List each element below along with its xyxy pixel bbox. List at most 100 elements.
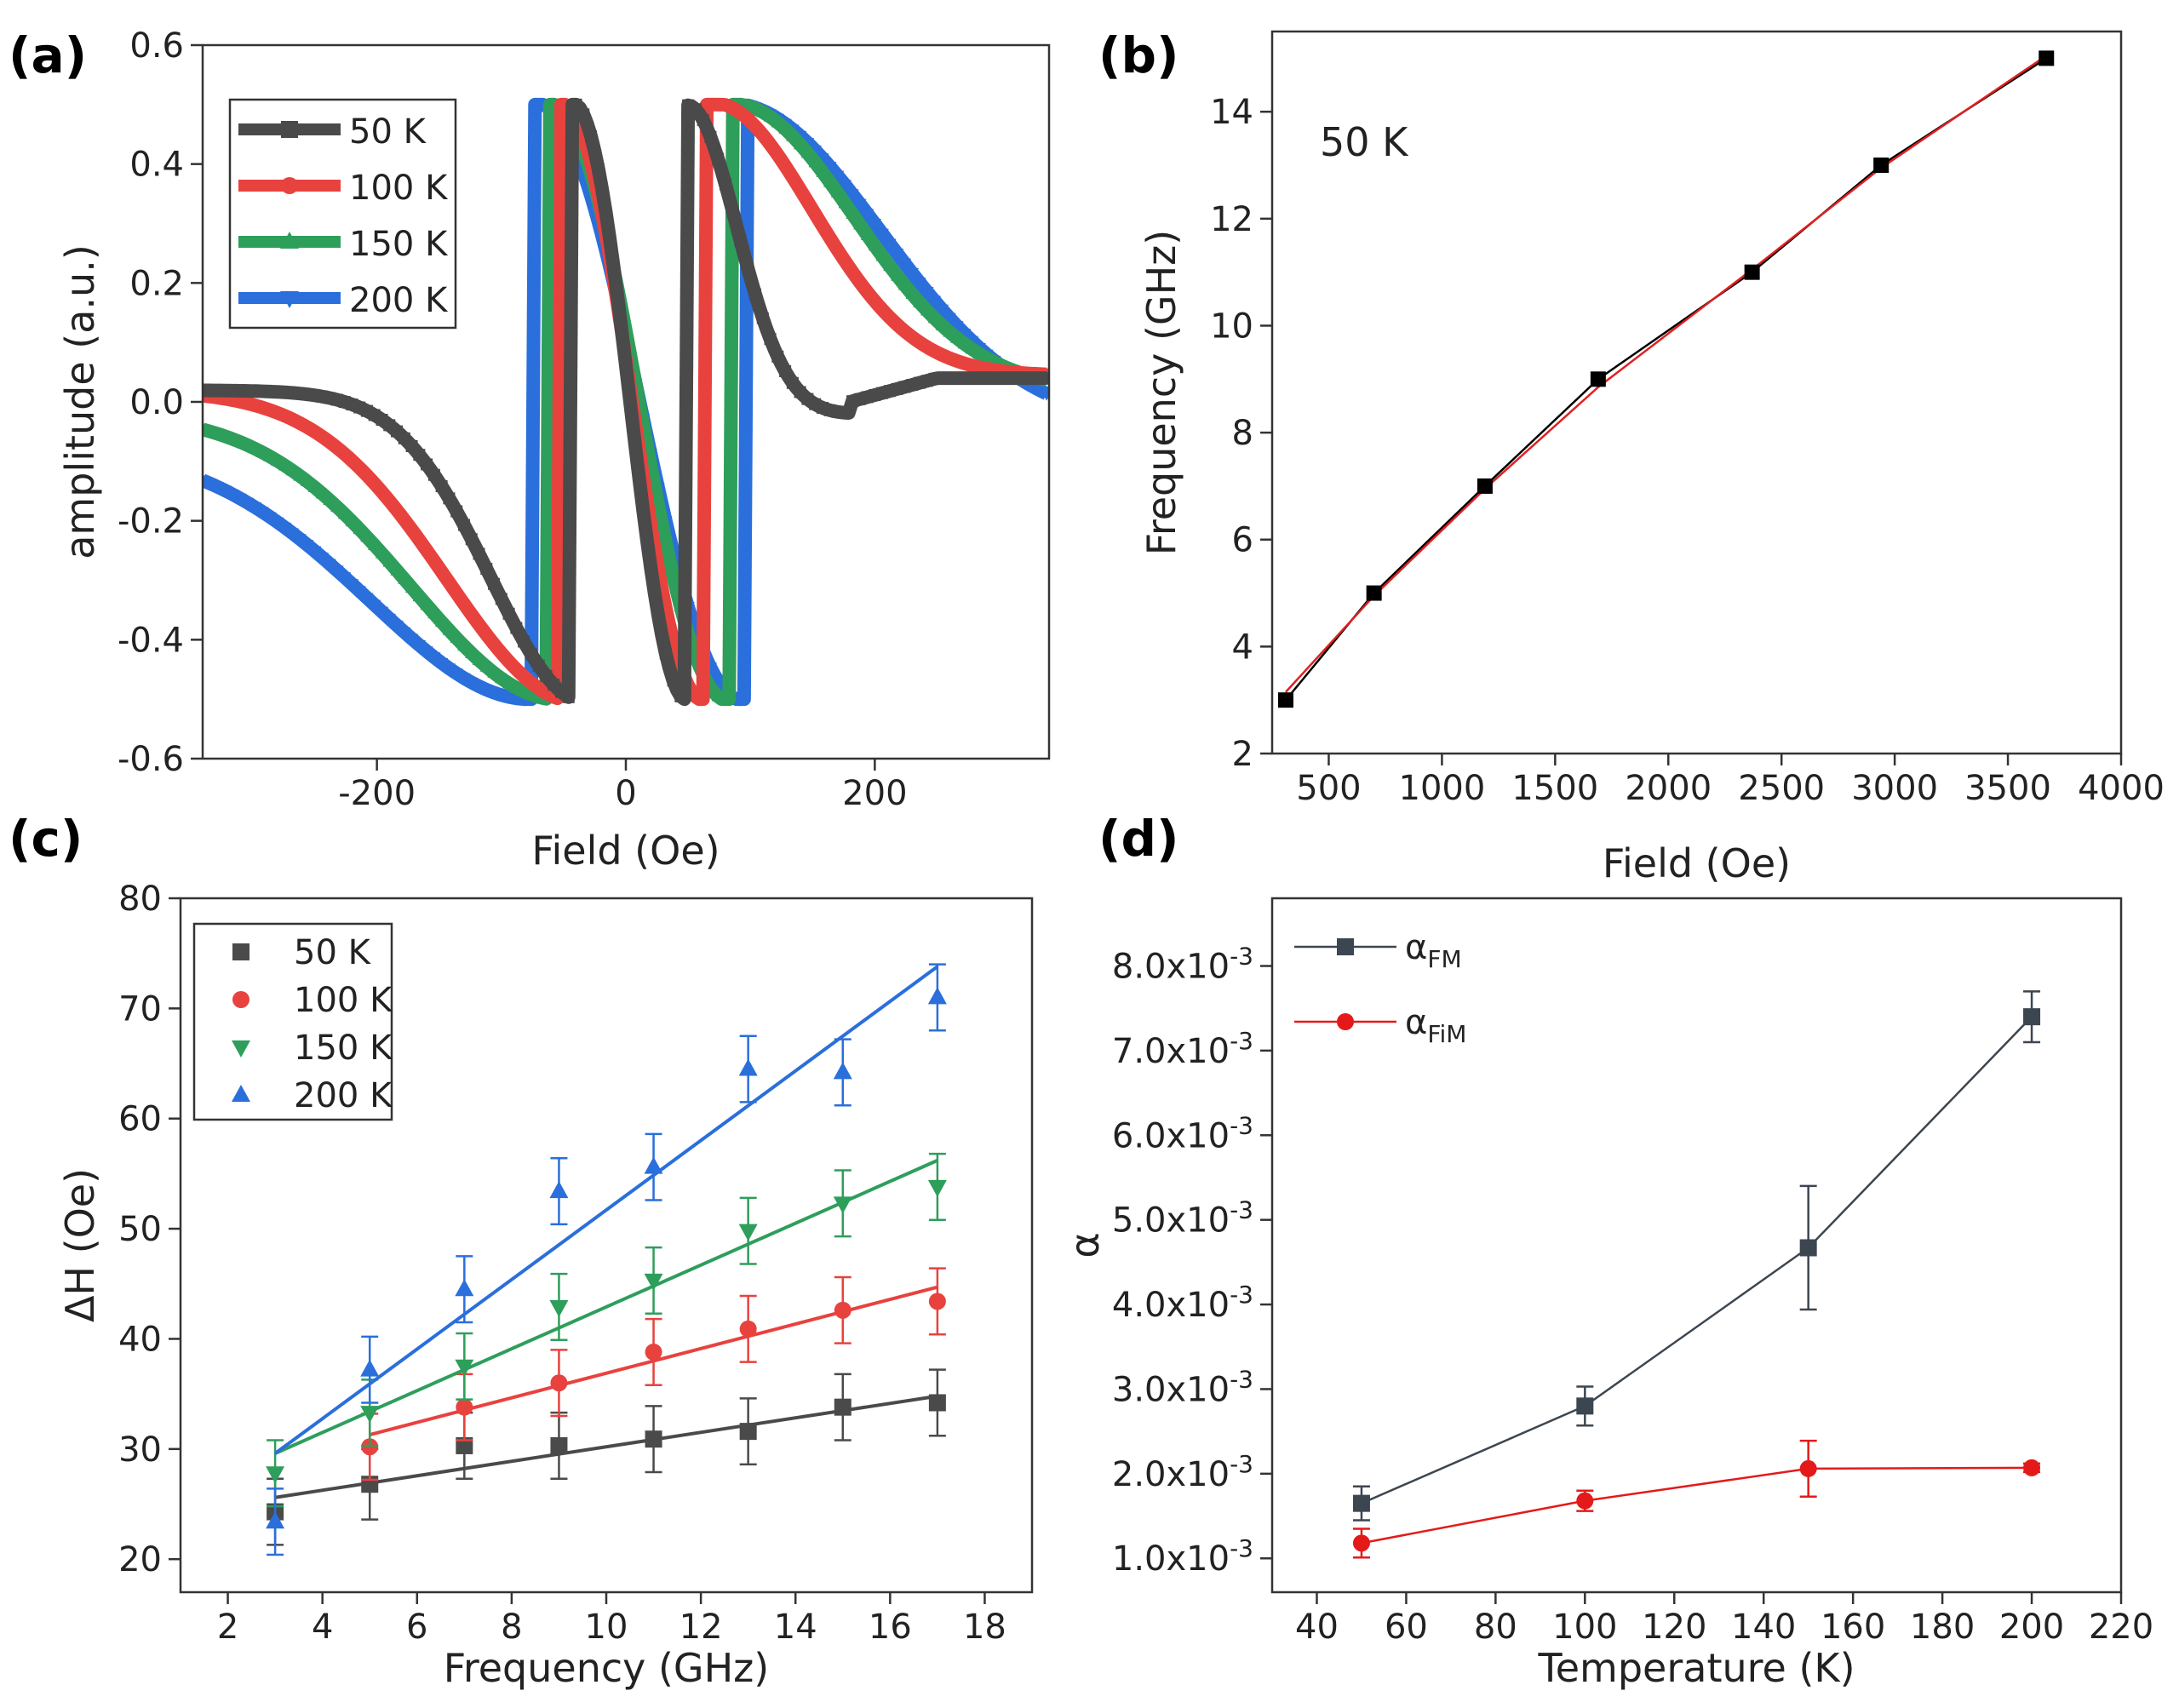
data-point-c (738, 1058, 758, 1076)
data-point-a (913, 295, 926, 308)
data-point-a (629, 444, 642, 457)
data-point-a (943, 312, 956, 325)
data-point-a (756, 312, 769, 324)
data-point-a (808, 155, 822, 168)
data-point-a (226, 432, 239, 444)
data-point-a (927, 295, 942, 308)
data-point-a (615, 318, 628, 330)
data-point-d (1352, 1534, 1370, 1552)
x-axis-label-c: Frequency (GHz) (444, 1645, 770, 1691)
y-tick-label-d: 5.0x10-3 (1112, 1196, 1253, 1241)
data-point-a (383, 495, 396, 507)
data-point-a (890, 268, 904, 281)
x-tick-label-c: 6 (406, 1608, 427, 1647)
data-point-a (353, 461, 366, 474)
legend-box-a (228, 98, 457, 330)
data-point-a (204, 479, 217, 491)
x-axis-label-a: Field (Oe) (531, 828, 720, 874)
data-point-a (427, 606, 441, 619)
data-point-a (860, 227, 874, 240)
data-point-a (816, 153, 829, 166)
data-point-b (1744, 264, 1760, 280)
data-point-a (570, 98, 582, 111)
data-point-a (510, 663, 523, 676)
y-tick-label-b: 12 (1210, 200, 1253, 239)
data-point-a (360, 530, 374, 542)
x-tick-label-c: 14 (774, 1608, 817, 1647)
data-point-a (427, 468, 440, 481)
data-point-a (240, 438, 255, 450)
data-point-a (405, 524, 418, 536)
x-tick-label-d: 120 (1642, 1608, 1706, 1647)
legend-box-c (192, 922, 393, 1121)
data-point-a (779, 159, 792, 172)
data-point-a (518, 635, 530, 648)
data-point-a (255, 444, 269, 457)
data-point-a (734, 234, 747, 247)
data-point-a (801, 195, 814, 208)
data-point-a (875, 249, 889, 261)
data-point-a (404, 580, 419, 593)
data-point-a (434, 657, 449, 670)
data-point-a (271, 517, 284, 530)
data-point-a (876, 303, 889, 316)
data-point-a (913, 278, 926, 290)
x-tick-label-a: 200 (842, 774, 907, 813)
y-tick-label-d: 1.0x10-3 (1112, 1534, 1253, 1579)
data-point-c (456, 1398, 473, 1416)
data-point-a (927, 311, 942, 324)
data-point-a (853, 276, 866, 289)
data-point-a (457, 639, 471, 651)
data-point-a (742, 262, 754, 275)
data-point-a (816, 220, 829, 232)
data-point-a (293, 468, 307, 481)
panel-label-d: (d) (1098, 810, 1179, 868)
data-point-a (771, 115, 785, 128)
data-point-a (592, 163, 605, 175)
data-point-a (585, 130, 598, 143)
data-point-b (1590, 371, 1606, 387)
y-axis-label-a: amplitude (a.u.) (57, 244, 103, 559)
data-point-a (659, 647, 672, 660)
annotation-b: 50 K (1320, 119, 1409, 165)
data-point-a (868, 238, 882, 251)
data-point-a (391, 504, 404, 517)
data-point-a (897, 278, 912, 290)
data-point-c (360, 1406, 380, 1424)
x-tick-label-d: 40 (1295, 1608, 1339, 1647)
data-point-a (421, 544, 433, 557)
data-point-a (830, 185, 845, 198)
data-point-a (382, 554, 396, 567)
data-point-a (457, 519, 470, 531)
data-point-a (307, 546, 322, 559)
x-tick-label-b: 3000 (1851, 769, 1938, 808)
data-point-a (330, 500, 344, 513)
data-point-a (368, 599, 381, 612)
data-point-a (480, 563, 493, 576)
data-point-a (443, 576, 456, 589)
data-point-a (920, 286, 934, 299)
data-point-c (361, 1438, 379, 1456)
data-point-a (301, 540, 314, 553)
data-point-a (764, 333, 777, 346)
data-point-a (763, 109, 777, 122)
plot-frame-d (1270, 897, 2123, 1594)
data-point-a (368, 537, 381, 550)
data-point-c (739, 1320, 757, 1338)
data-point-a (719, 178, 731, 191)
fit-line-c (274, 1394, 938, 1499)
data-point-a (502, 607, 515, 620)
data-point-a (301, 474, 314, 487)
x-tick-label-b: 3500 (1964, 769, 2051, 808)
data-point-a (742, 112, 754, 125)
data-point-c (928, 1394, 946, 1412)
data-point-a (360, 593, 374, 605)
x-tick-label-c: 2 (217, 1608, 238, 1647)
data-point-a (816, 164, 829, 177)
data-point-a (420, 646, 433, 659)
data-point-a (382, 613, 396, 626)
legend-marker-c (232, 943, 249, 960)
x-tick-label-b: 1000 (1399, 769, 1486, 808)
y-tick-label-b: 14 (1210, 93, 1253, 132)
data-point-a (345, 579, 359, 592)
